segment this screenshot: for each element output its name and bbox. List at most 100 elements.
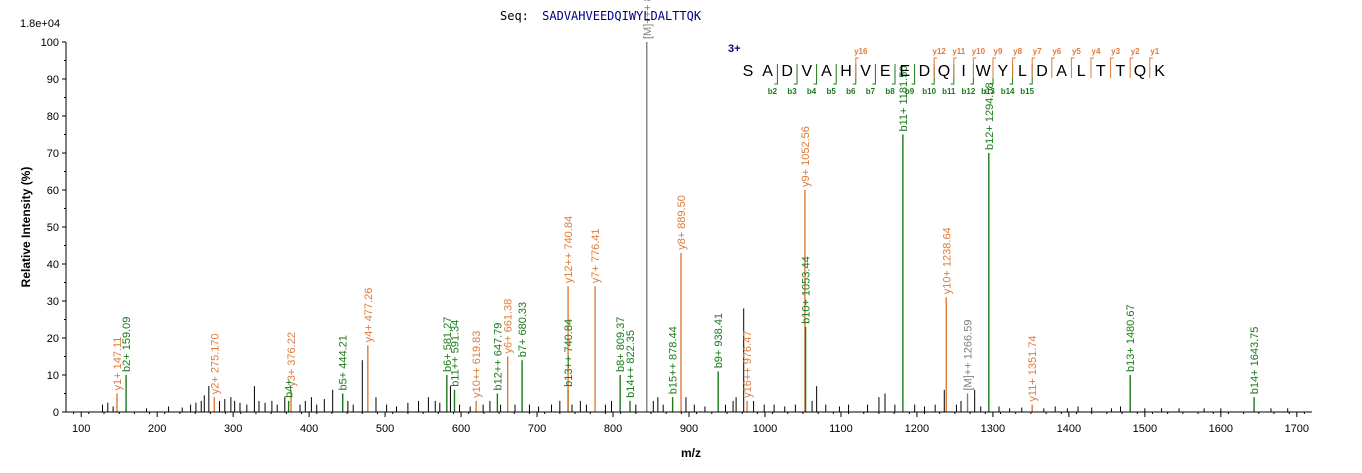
b-ion-label: b3 (787, 87, 797, 96)
b-ion-label: b10 (922, 87, 936, 96)
sequence-letter: A (1056, 63, 1067, 80)
peak-label-y: y11+ 1351.74 (1027, 335, 1039, 401)
sequence-letter: W (976, 63, 992, 80)
x-tick-label: 500 (376, 423, 394, 435)
charge-label: 3+ (728, 43, 741, 55)
y-tick-label: 10 (47, 370, 59, 382)
sequence-letter: D (781, 63, 793, 80)
y-tick-label: 60 (47, 185, 59, 197)
peak-label-y: y16++ 976.47 (742, 331, 754, 398)
x-tick-label: 400 (300, 423, 318, 435)
b-ion-label: b4 (807, 87, 817, 96)
y-tick-label: 80 (47, 111, 59, 123)
sequence-letter: D (1036, 63, 1048, 80)
y-ion-marker (855, 57, 859, 78)
y-ion-marker (992, 57, 996, 78)
sequence-letter: T (1096, 63, 1106, 80)
sequence-letter: A (821, 63, 832, 80)
sequence-letter: L (1018, 63, 1027, 80)
peak-label-b: b2+ 159.09 (121, 317, 133, 372)
y-ion-marker (933, 57, 938, 78)
y-tick-label: 50 (47, 222, 59, 234)
b-ion-label: b15 (1020, 87, 1034, 96)
b-ion-label: b14 (1001, 87, 1015, 96)
y-ion-marker (1110, 57, 1114, 78)
peak-label-b: b7+ 680.33 (517, 302, 529, 357)
peak-label-y: y7+ 776.41 (590, 228, 602, 283)
x-tick-label: 1400 (1057, 423, 1081, 435)
b-ion-label: b7 (866, 87, 876, 96)
sequence-letter: L (1077, 63, 1086, 80)
peak-label-y: y10++ 619.83 (471, 331, 483, 398)
y-ion-marker (1129, 57, 1134, 78)
y-ion-label: y10 (972, 47, 986, 56)
x-tick-label: 900 (680, 423, 698, 435)
sequence-letter: I (961, 63, 965, 80)
y-ion-label: y6 (1052, 47, 1061, 56)
peak-label-b: b6+ 581.27 (442, 317, 454, 372)
seq-value: SADVAHVEEDQIWYLDALTTQK (542, 9, 702, 23)
sequence-coverage-panel: 3+ S A D V A H V E E D Q I W Y L D A L T T Q Kb2 b3 b4 b5 b6 b7 b8 b… (728, 43, 1165, 96)
sequence-letter: T (1116, 63, 1126, 80)
x-axis-title: m/z (681, 446, 701, 460)
peak-label-y: y4+ 477.26 (363, 288, 375, 343)
sequence-letter: S (743, 63, 754, 80)
peak-label-b: b4+ (284, 379, 296, 398)
peak-label-y: y8+ 889.50 (676, 195, 688, 250)
y-tick-label: 20 (47, 333, 59, 345)
peak-label-b: b12+ 1294.58 (984, 82, 996, 150)
peak-label-b: b11++ 591.34 (449, 320, 461, 387)
y-tick-label: 40 (47, 259, 59, 271)
peak-label-b: b9+ 938.41 (713, 313, 725, 368)
unlabeled-peaks (101, 308, 1289, 412)
peak-label-m: [M]++ 1266.59 (963, 320, 975, 391)
x-tick-label: 1200 (905, 423, 929, 435)
b-ion-label: b5 (827, 87, 837, 96)
y-axis-title: Relative Intensity (%) (19, 167, 33, 288)
y-ion-label: y9 (994, 47, 1003, 56)
b-ion-label: b6 (846, 87, 856, 96)
peak-label-b: b12++ 647.79 (492, 323, 504, 391)
sequence-letter: K (1154, 63, 1165, 80)
x-tick-label: 1600 (1209, 423, 1233, 435)
y-ion-label: y12 (933, 47, 947, 56)
y-ion-label: y4 (1092, 47, 1101, 56)
b-ion-marker (872, 64, 876, 85)
x-tick-label: 200 (148, 423, 166, 435)
peak-label-y: y1+ 147.11 (112, 337, 124, 391)
peak-label-b: b14++ 822.35 (625, 330, 637, 398)
peak-label-y: y10+ 1238.64 (941, 227, 953, 294)
b-ion-label: b2 (768, 87, 778, 96)
y-ion-marker (1012, 57, 1016, 78)
y-tick-label: 0 (53, 407, 59, 419)
b-ion-marker (911, 64, 916, 85)
y-ion-label: y3 (1111, 47, 1120, 56)
sequence-letter: E (880, 63, 891, 80)
x-tick-label: 1100 (829, 423, 853, 435)
y-ion-marker (1090, 57, 1094, 78)
sequence-letter: H (840, 63, 852, 80)
peak-label-b: b13+ 1480.67 (1125, 304, 1137, 372)
y-tick-label: 70 (47, 148, 59, 160)
sequence-letter: D (919, 63, 931, 80)
axes: 0 10 20 30 40 50 60 70 80 90 100 100 200 300 400 500 600… (41, 37, 1312, 435)
b-ion-label: b13 (981, 87, 995, 96)
b-ion-label: b12 (962, 87, 976, 96)
y-scale-label: 1.8e+04 (20, 18, 60, 30)
x-tick-label: 1000 (753, 423, 777, 435)
b-ion-marker (833, 64, 837, 85)
b-ion-label: b8 (885, 87, 895, 96)
sequence-letter: Q (1134, 63, 1146, 80)
peak-label-b: b14+ 1643.75 (1249, 327, 1261, 395)
y-ion-label: y7 (1033, 47, 1042, 56)
b-ion-marker (892, 64, 896, 85)
y-ion-marker (1070, 57, 1075, 78)
b-ion-marker (813, 64, 818, 85)
peak-label-y: y2+ 275.170 (209, 333, 221, 394)
b-ion-marker (774, 64, 778, 85)
y-ion-label: y2 (1131, 47, 1140, 56)
x-tick-label: 600 (452, 423, 470, 435)
x-tick-label: 700 (528, 423, 546, 435)
